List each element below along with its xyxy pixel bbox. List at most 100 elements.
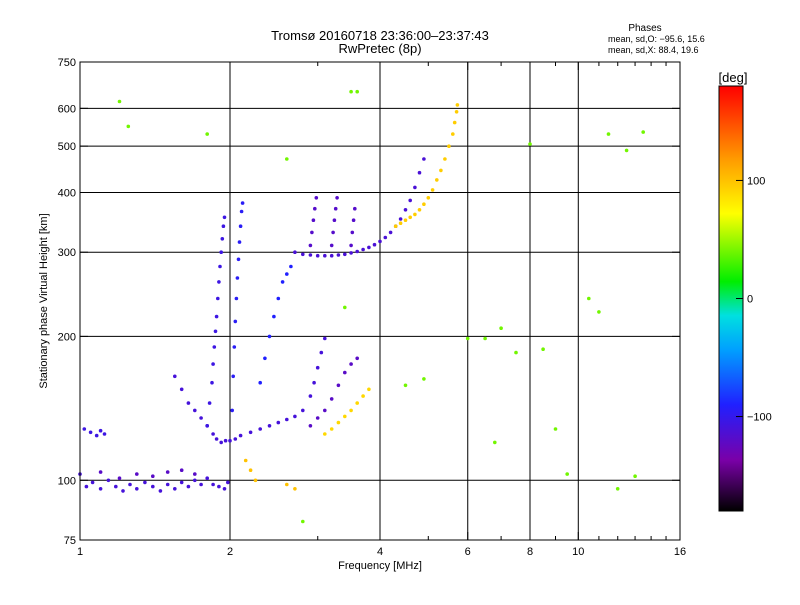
legend-line-x: mean, sd,X: 88.4, 19.6 [608, 45, 699, 55]
x-tick-label: 6 [465, 546, 471, 558]
data-point [413, 185, 417, 190]
data-point [205, 424, 209, 428]
data-point [606, 132, 611, 136]
data-point [355, 401, 360, 405]
x-tick-label: 2 [227, 546, 233, 558]
x-axis-ticks: 1 2 4 6 8 10 16 [77, 62, 686, 558]
data-point [234, 296, 239, 301]
data-point [94, 433, 99, 438]
data-point [641, 130, 645, 134]
data-point [335, 196, 339, 200]
data-point [329, 243, 334, 248]
data-point [372, 242, 377, 247]
data-point [237, 240, 242, 244]
data-point [315, 253, 320, 258]
data-point [276, 296, 281, 301]
data-point [565, 472, 569, 476]
data-point [222, 215, 227, 220]
data-point [165, 482, 170, 487]
data-point [447, 144, 451, 148]
data-point [336, 383, 341, 388]
data-point [106, 478, 111, 483]
data-point [240, 201, 245, 205]
data-point [248, 468, 253, 473]
data-point [417, 208, 422, 212]
data-point [314, 196, 319, 200]
data-point [315, 416, 320, 420]
data-point [443, 157, 447, 161]
y-tick-label: 600 [58, 103, 76, 115]
data-point [349, 243, 353, 248]
data-point [272, 314, 276, 319]
data-points [78, 89, 645, 524]
data-point [173, 487, 177, 491]
data-point [267, 424, 272, 428]
data-point [233, 319, 238, 324]
data-point [221, 224, 226, 228]
colorbar-label: [deg] [719, 70, 748, 85]
data-point [285, 272, 289, 276]
data-point [238, 433, 243, 438]
data-point [211, 432, 215, 436]
data-point [329, 397, 334, 401]
x-tick-label: 1 [77, 546, 83, 558]
data-point [216, 296, 220, 301]
data-point [179, 468, 184, 473]
data-point [226, 480, 230, 485]
data-point [403, 218, 408, 222]
colorbar-tick-label: −100 [747, 412, 772, 424]
data-point [90, 480, 95, 485]
data-point [151, 484, 155, 489]
data-point [587, 296, 591, 301]
data-point [158, 489, 163, 493]
data-point [223, 438, 228, 443]
data-point [258, 427, 263, 431]
data-point [114, 484, 118, 489]
data-point [121, 489, 125, 493]
data-point [349, 408, 353, 413]
data-point [98, 470, 103, 474]
data-point [173, 374, 177, 379]
y-tick-label: 300 [58, 247, 76, 259]
data-point [398, 221, 403, 225]
data-point [336, 420, 341, 425]
data-point [276, 420, 281, 425]
chart-title: Tromsø 20160718 23:36:00–23:37:43 [271, 28, 489, 43]
data-point [179, 387, 184, 392]
data-point [222, 487, 227, 491]
data-point [633, 474, 637, 479]
data-point [403, 208, 408, 212]
data-point [193, 472, 197, 476]
data-point [199, 416, 203, 420]
data-point [143, 480, 147, 485]
data-point [393, 224, 398, 228]
colorbar-tick-label: 0 [747, 294, 753, 306]
data-point [333, 206, 338, 211]
legend-header: Phases [628, 23, 661, 34]
data-point [263, 356, 267, 361]
data-point [230, 408, 234, 413]
data-point [213, 329, 218, 334]
data-point [315, 365, 320, 370]
data-point [319, 350, 324, 355]
data-point [413, 212, 417, 217]
data-point [422, 377, 426, 381]
data-point [353, 206, 357, 211]
data-point [117, 476, 122, 481]
data-point [355, 89, 360, 94]
data-point [312, 380, 316, 385]
data-point [349, 251, 353, 255]
data-point [211, 362, 215, 366]
x-tick-label: 8 [527, 546, 533, 558]
data-point [308, 424, 313, 428]
data-point [452, 120, 457, 125]
data-point [219, 250, 223, 254]
data-point [493, 440, 497, 445]
y-axis-label: Stationary phase Virtual Height [km] [38, 213, 50, 388]
colorbar-ticks: 100 0 −100 [736, 175, 772, 424]
data-point [214, 437, 219, 441]
data-point [280, 280, 285, 284]
data-point [228, 438, 232, 443]
data-point [349, 89, 353, 94]
